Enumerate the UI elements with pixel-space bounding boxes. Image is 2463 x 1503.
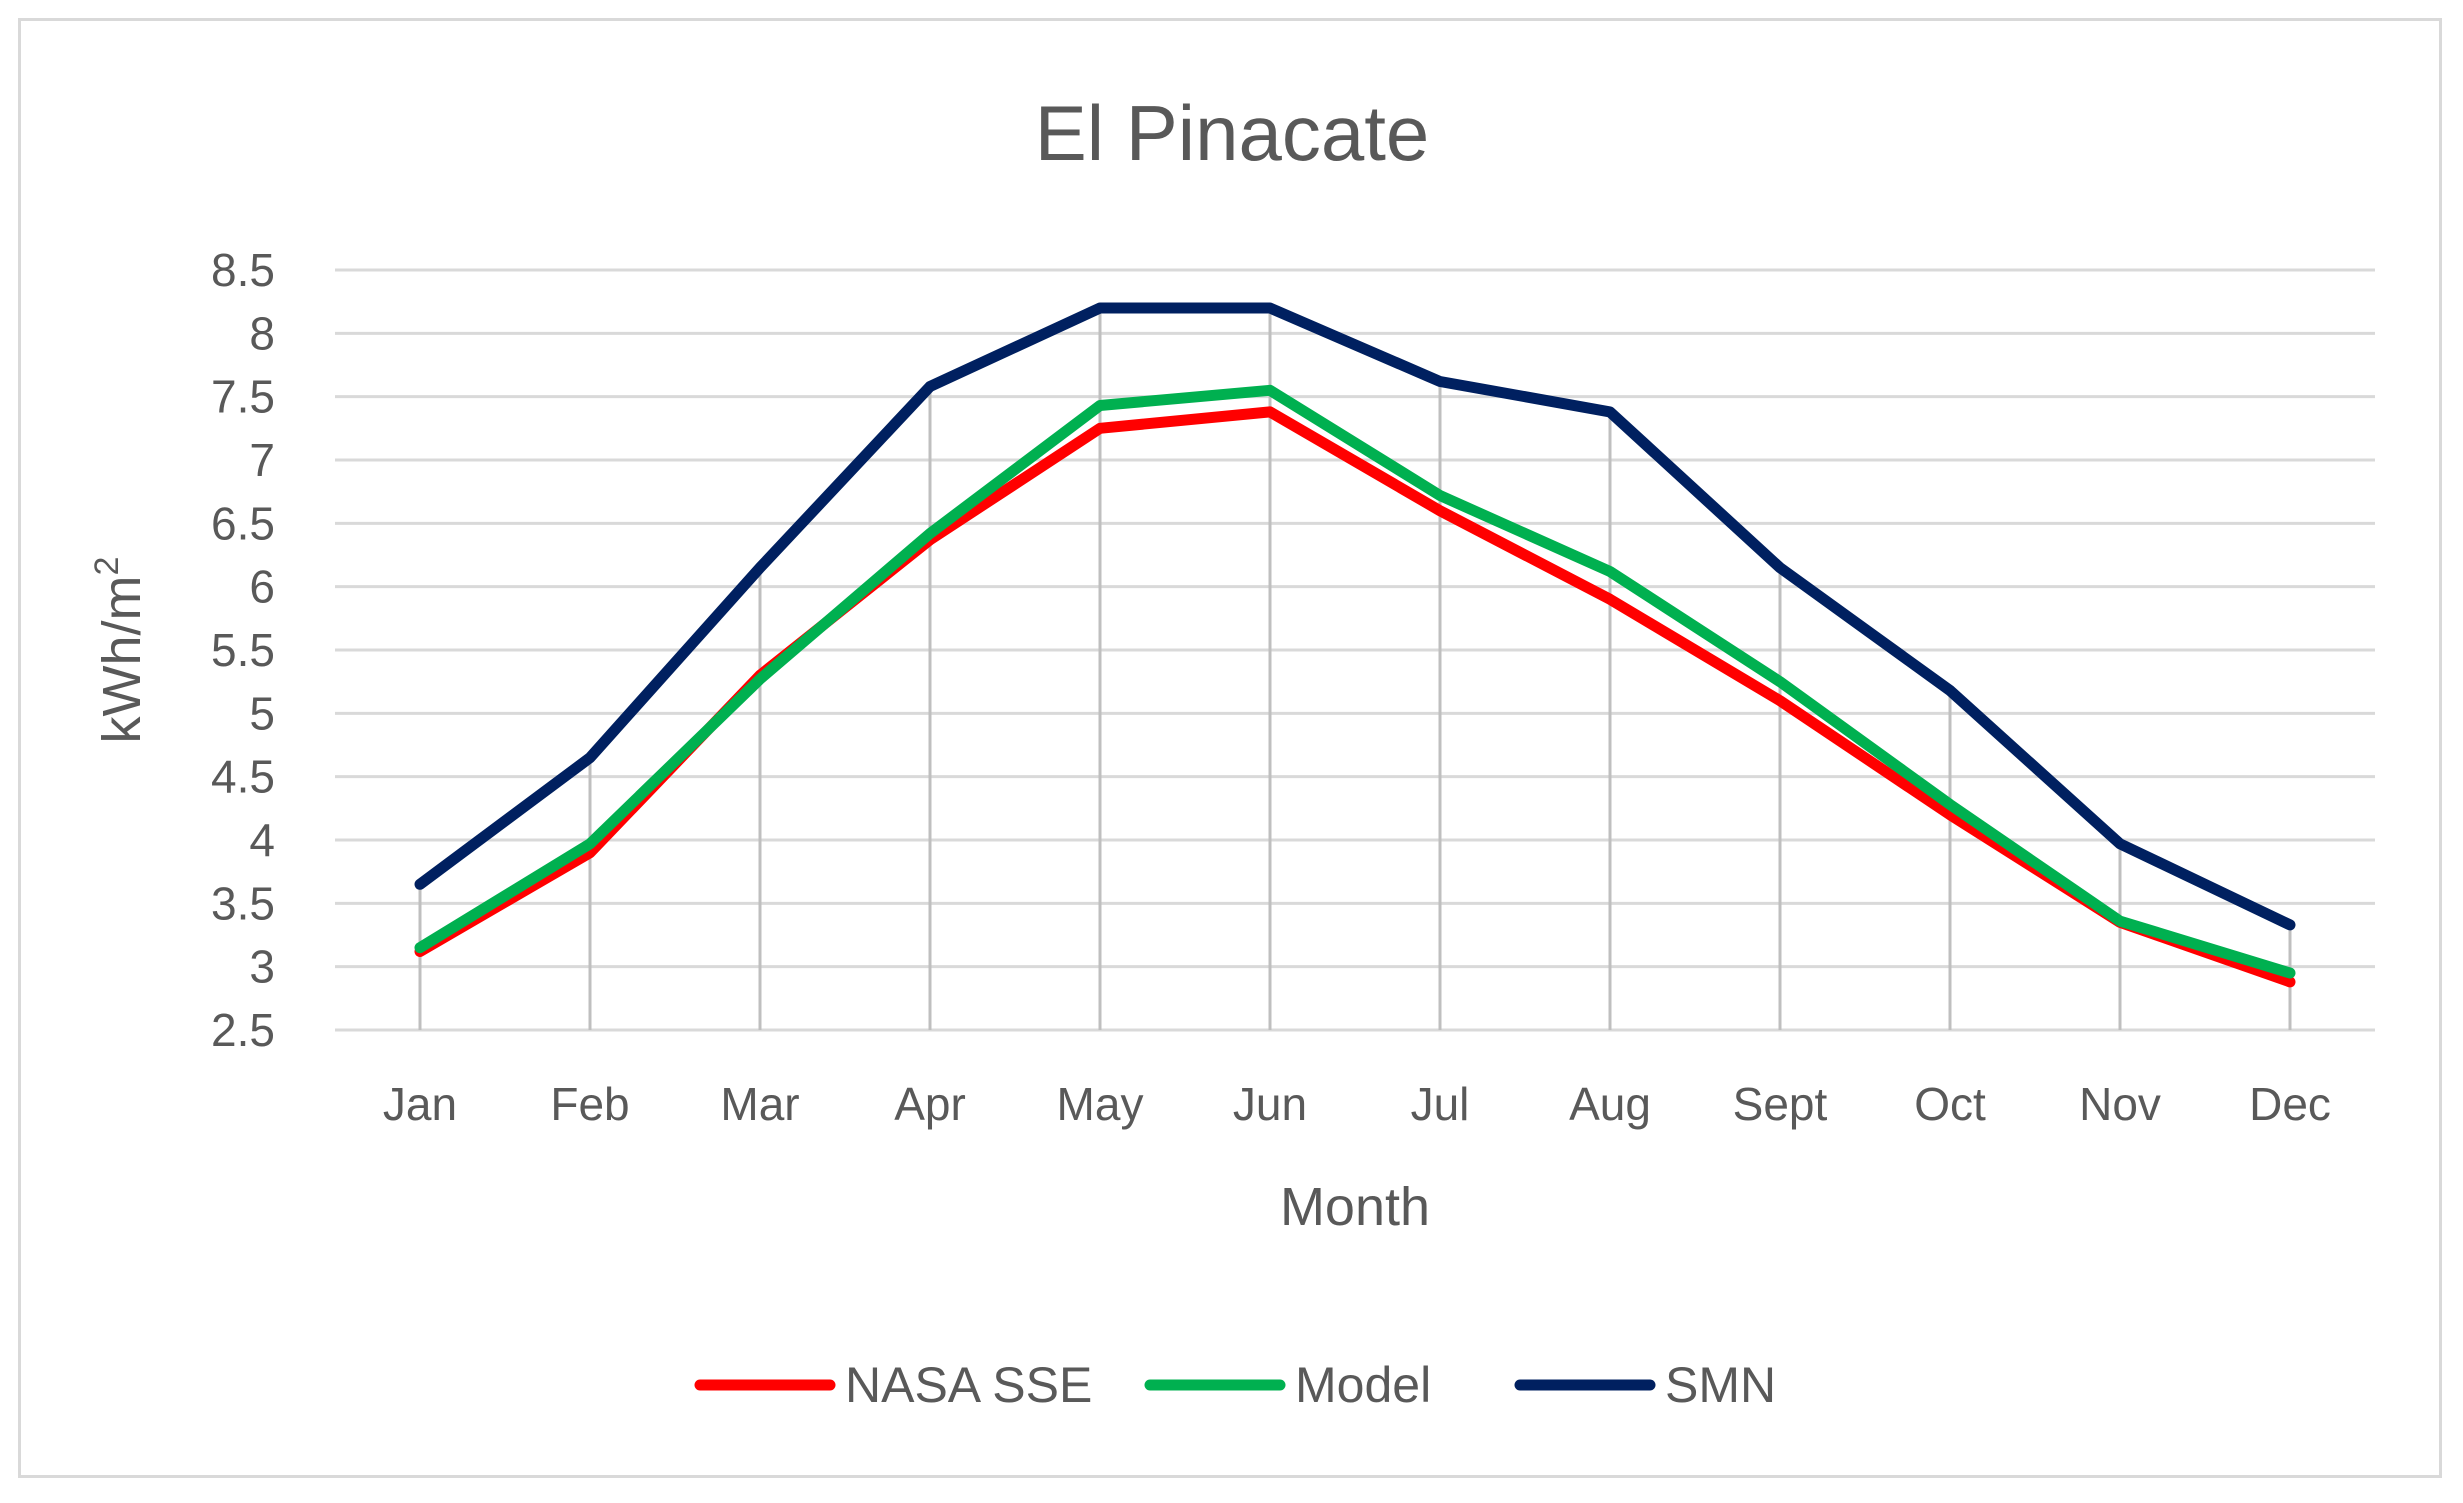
y-tick-label: 6 xyxy=(249,561,275,613)
y-axis-title-superscript: 2 xyxy=(88,557,126,576)
x-tick-label: Sept xyxy=(1733,1078,1828,1130)
legend: NASA SSE Model SMN xyxy=(694,1357,1776,1413)
x-tick-label: Oct xyxy=(1914,1078,1986,1130)
x-tick-label: Feb xyxy=(550,1078,629,1130)
y-axis-title-text: kWh/m xyxy=(92,575,152,743)
y-tick-label: 3 xyxy=(249,941,275,993)
x-axis-title: Month xyxy=(1280,1177,1430,1237)
x-tick-label: Dec xyxy=(2249,1078,2331,1130)
gridlines xyxy=(335,268,2375,1032)
y-axis-ticks: 2.5 3 3.5 4 4.5 5 5.5 6 6.5 7 7.5 8 8.5 xyxy=(211,244,275,1056)
y-tick-label: 3.5 xyxy=(211,877,275,929)
x-tick-label: May xyxy=(1057,1078,1144,1130)
series-line-smn xyxy=(414,302,2296,931)
legend-item: SMN xyxy=(1514,1357,1776,1413)
y-tick-label: 8 xyxy=(249,307,275,359)
y-tick-label: 4.5 xyxy=(211,751,275,803)
x-tick-label: Mar xyxy=(720,1078,799,1130)
x-tick-label: Nov xyxy=(2079,1078,2161,1130)
y-tick-label: 5 xyxy=(249,687,275,739)
x-tick-label: Jan xyxy=(383,1078,457,1130)
legend-item: NASA SSE xyxy=(694,1357,1092,1413)
y-tick-label: 2.5 xyxy=(211,1004,275,1056)
x-tick-label: Jun xyxy=(1233,1078,1307,1130)
legend-label: NASA SSE xyxy=(845,1357,1092,1413)
series-line-model xyxy=(414,384,2296,979)
chart-title: El Pinacate xyxy=(1035,89,1430,177)
x-tick-label: Apr xyxy=(894,1078,966,1130)
y-tick-label: 6.5 xyxy=(211,497,275,549)
x-tick-label: Aug xyxy=(1569,1078,1651,1130)
series-line-nasa-sse xyxy=(414,406,2296,988)
y-axis-title: kWh/m2 xyxy=(88,557,152,744)
y-tick-label: 4 xyxy=(249,814,275,866)
y-tick-label: 8.5 xyxy=(211,244,275,296)
legend-label: Model xyxy=(1295,1357,1431,1413)
y-tick-label: 7.5 xyxy=(211,371,275,423)
y-tick-label: 5.5 xyxy=(211,624,275,676)
drop-lines xyxy=(418,308,2292,1030)
x-axis-ticks: Jan Feb Mar Apr May Jun Jul Aug Sept Oct Nov Dec xyxy=(383,1078,2331,1130)
chart-frame xyxy=(18,18,2442,1478)
y-tick-label: 7 xyxy=(249,434,275,486)
series-lines xyxy=(414,302,2296,988)
legend-label: SMN xyxy=(1665,1357,1776,1413)
x-tick-label: Jul xyxy=(1411,1078,1470,1130)
legend-item: Model xyxy=(1144,1357,1431,1413)
